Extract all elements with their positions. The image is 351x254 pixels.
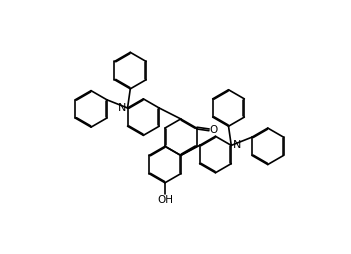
Text: N: N bbox=[233, 140, 241, 150]
Text: N: N bbox=[118, 103, 126, 113]
Text: O: O bbox=[210, 125, 218, 135]
Text: OH: OH bbox=[157, 196, 173, 205]
